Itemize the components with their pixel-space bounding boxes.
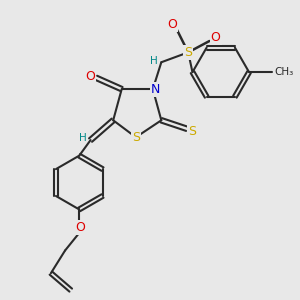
Text: N: N [151, 82, 160, 96]
Text: O: O [85, 70, 95, 83]
Text: S: S [188, 125, 196, 138]
Text: O: O [211, 31, 220, 44]
Text: S: S [184, 46, 192, 59]
Text: H: H [79, 133, 86, 143]
Text: S: S [132, 131, 140, 144]
Text: H: H [149, 56, 157, 66]
Text: O: O [167, 18, 177, 31]
Text: O: O [76, 221, 85, 234]
Text: CH₃: CH₃ [274, 67, 294, 77]
